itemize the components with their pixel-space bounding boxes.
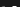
Text: Recess: Recess (11, 0, 20, 7)
Text: Hinge: Hinge (5, 0, 20, 7)
Polygon shape (7, 2, 9, 6)
Text: Pocket: Pocket (0, 0, 20, 2)
